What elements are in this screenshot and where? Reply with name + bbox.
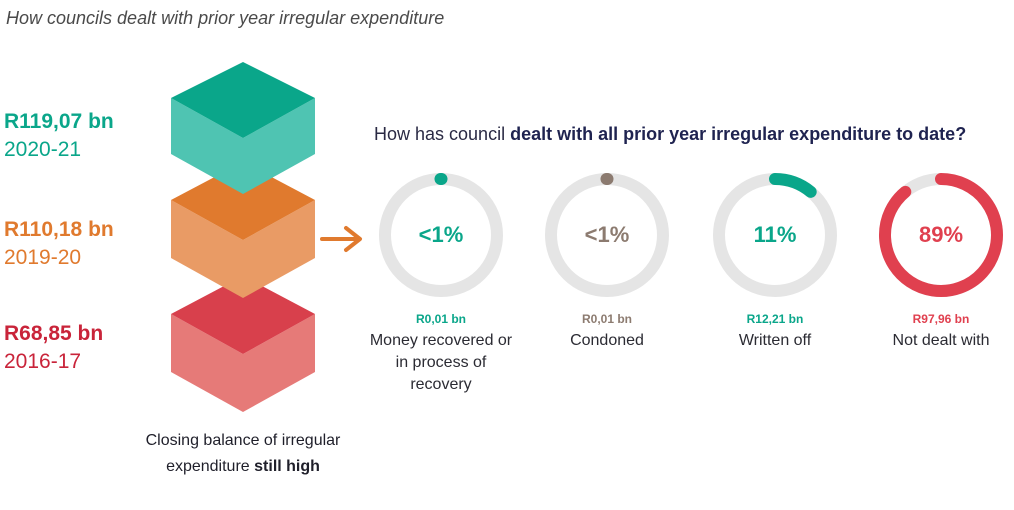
balance-year-2016-17: 2016-17: [4, 350, 82, 373]
donut-condoned: <1% R0,01 bn Condoned: [532, 170, 682, 352]
donut-pct-label: 89%: [918, 222, 964, 247]
donut-desc-label: Money recovered or in process of recover…: [369, 332, 513, 393]
balance-amount-2016-17: R68,85 bn: [4, 322, 104, 345]
donut-arc: [879, 173, 1003, 297]
chart-title: How councils dealt with prior year irreg…: [6, 8, 445, 28]
donut-amount-label: R0,01 bn: [581, 312, 632, 326]
balance-year-2019-20: 2019-20: [4, 246, 82, 269]
donut-desc-label: Not dealt with: [892, 332, 990, 349]
cube-2016-17: [171, 276, 315, 412]
question-bold: dealt with all prior year irregular expe…: [510, 124, 967, 144]
cube-2019-20: [171, 162, 315, 298]
balance-cube-stack: [171, 62, 315, 412]
donut-written-off: 11% R12,21 bn Written off: [700, 170, 850, 352]
donut-chart-2: [713, 173, 837, 297]
arrow-right-icon: [320, 226, 362, 252]
donut-chart-0: [379, 172, 503, 297]
donut-not-dealt-with: 89% R97,96 bn Not dealt with: [866, 170, 1014, 352]
donut-chart-3: [879, 173, 1003, 297]
chart-question: How has council dealt with all prior yea…: [374, 124, 966, 145]
donut-desc-label: Condoned: [570, 332, 644, 349]
question-prefix: How has council: [374, 124, 506, 144]
donut-chart-1: [545, 172, 669, 297]
donut-pct-label: <1%: [418, 222, 464, 247]
closing-balance-note-bold: still high: [254, 458, 320, 475]
donut-pct-label: <1%: [584, 222, 630, 247]
closing-balance-note-text: Closing balance of irregular expenditure: [145, 432, 341, 475]
donut-desc-label: Written off: [738, 332, 812, 349]
donut-pct-label: 11%: [753, 222, 797, 247]
donut-amount-label: R97,96 bn: [912, 312, 970, 326]
donut-arc: [769, 173, 817, 198]
closing-balance-note: Closing balance of irregular expenditure…: [118, 428, 368, 480]
donut-amount-label: R12,21 bn: [746, 312, 804, 326]
balance-amount-2019-20: R110,18 bn: [4, 218, 114, 241]
donut-money-recovered: <1% R0,01 bn Money recovered or in proce…: [366, 170, 516, 396]
cube-2020-21: [171, 62, 315, 194]
donut-amount-label: R0,01 bn: [415, 312, 466, 326]
balance-amount-2020-21: R119,07 bn: [4, 110, 114, 133]
balance-year-2020-21: 2020-21: [4, 138, 82, 161]
